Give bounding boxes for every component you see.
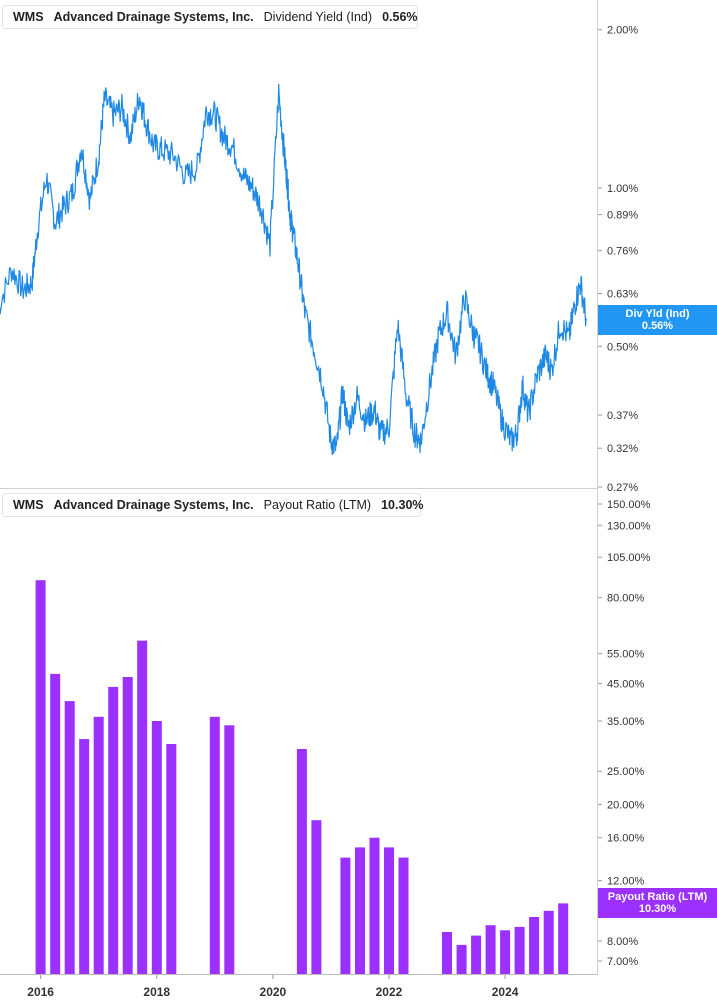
y-tick-label: 80.00% bbox=[607, 593, 645, 605]
payout-bar bbox=[209, 716, 220, 974]
payout-ratio-value-tag: Payout Ratio (LTM) 10.30% bbox=[598, 888, 717, 919]
payout-bar bbox=[529, 917, 540, 974]
y-tick-label: 0.37% bbox=[607, 410, 638, 422]
y-tick-label: 16.00% bbox=[607, 833, 645, 845]
y-tick-label: 150.00% bbox=[607, 499, 651, 511]
payout-bar bbox=[500, 930, 511, 974]
payout-bar bbox=[340, 857, 351, 974]
payout-bar bbox=[296, 749, 307, 974]
x-tick-label: 2018 bbox=[143, 985, 170, 999]
payout-bar bbox=[369, 837, 380, 974]
x-tick-label: 2016 bbox=[27, 985, 54, 999]
legend-ticker: WMS bbox=[13, 10, 44, 24]
payout-bar bbox=[456, 944, 467, 974]
payout-bar bbox=[93, 716, 104, 974]
payout-bar bbox=[543, 910, 554, 974]
payout-bar bbox=[442, 932, 452, 974]
tag-label: Div Yld (Ind) bbox=[625, 308, 690, 321]
y-tick-label: 45.00% bbox=[607, 679, 645, 691]
y-tick-label: 0.50% bbox=[607, 341, 638, 353]
y-tick-label: 2.00% bbox=[607, 25, 638, 37]
x-tick-label: 2020 bbox=[260, 985, 287, 999]
payout-ratio-y-axis: 150.00% 130.00% 105.00% 80.00% 55.00% 45.00% 3… bbox=[598, 499, 651, 968]
legend-metric: Payout Ratio (LTM) bbox=[263, 498, 372, 512]
y-tick-label: 130.00% bbox=[607, 520, 651, 532]
y-tick-label: 1.00% bbox=[607, 183, 638, 195]
payout-bar bbox=[122, 677, 133, 974]
x-axis: 2016 2018 2020 2022 2024 bbox=[27, 975, 519, 999]
y-tick-label: 0.89% bbox=[607, 210, 638, 222]
legend-metric: Dividend Yield (Ind) bbox=[263, 10, 373, 24]
y-tick-label: 0.32% bbox=[607, 443, 638, 455]
payout-bar bbox=[79, 739, 90, 974]
payout-bar bbox=[355, 847, 365, 974]
payout-bar bbox=[224, 725, 235, 974]
dividend-yield-panel: 2.00% 1.00% 0.89% 0.76% 0.63% 0.50% 0.37% 0.32%… bbox=[0, 25, 638, 494]
payout-bar bbox=[398, 857, 409, 974]
y-tick-label: 0.63% bbox=[607, 289, 638, 301]
y-tick-label: 12.00% bbox=[607, 876, 645, 888]
dividend-yield-line bbox=[0, 83, 587, 456]
payout-ratio-panel: 150.00% 130.00% 105.00% 80.00% 55.00% 45.00% 3… bbox=[35, 499, 651, 974]
x-tick-label: 2022 bbox=[376, 985, 403, 999]
y-tick-label: 35.00% bbox=[607, 716, 645, 728]
payout-bar bbox=[311, 820, 322, 974]
payout-bar bbox=[471, 935, 482, 974]
legend-company: Advanced Drainage Systems, Inc. bbox=[53, 498, 254, 512]
payout-ratio-legend: WMS Advanced Drainage Systems, Inc. Payo… bbox=[2, 493, 424, 517]
legend-value: 0.56% bbox=[382, 10, 418, 24]
payout-bar bbox=[514, 926, 525, 974]
dividend-yield-legend: WMS Advanced Drainage Systems, Inc. Divi… bbox=[2, 5, 418, 29]
y-tick-label: 0.27% bbox=[607, 482, 638, 494]
payout-bar bbox=[50, 673, 61, 974]
tag-value: 0.56% bbox=[641, 320, 674, 333]
y-tick-label: 105.00% bbox=[607, 552, 651, 564]
payout-bar bbox=[166, 744, 177, 974]
payout-bar bbox=[384, 847, 394, 974]
y-tick-label: 55.00% bbox=[607, 649, 645, 661]
payout-bar bbox=[64, 701, 75, 974]
x-tick-label: 2024 bbox=[492, 985, 519, 999]
tag-value: 10.30% bbox=[638, 903, 677, 916]
y-tick-label: 7.00% bbox=[607, 956, 638, 968]
dividend-yield-y-axis: 2.00% 1.00% 0.89% 0.76% 0.63% 0.50% 0.37% 0.32%… bbox=[598, 25, 638, 494]
legend-company: Advanced Drainage Systems, Inc. bbox=[53, 10, 254, 24]
legend-ticker: WMS bbox=[13, 498, 44, 512]
dividend-yield-value-tag: Div Yld (Ind) 0.56% bbox=[598, 305, 717, 336]
y-tick-label: 8.00% bbox=[607, 936, 638, 948]
tag-label: Payout Ratio (LTM) bbox=[607, 891, 708, 904]
payout-bar bbox=[137, 640, 148, 974]
legend-value: 10.30% bbox=[381, 498, 424, 512]
payout-bar bbox=[151, 721, 162, 974]
payout-bar bbox=[35, 580, 46, 974]
y-tick-label: 0.76% bbox=[607, 246, 638, 258]
y-tick-label: 20.00% bbox=[607, 799, 645, 811]
y-tick-label: 25.00% bbox=[607, 766, 645, 778]
payout-bar bbox=[485, 925, 496, 974]
payout-ratio-bars bbox=[35, 580, 569, 974]
payout-bar bbox=[558, 903, 569, 974]
payout-bar bbox=[108, 686, 119, 974]
